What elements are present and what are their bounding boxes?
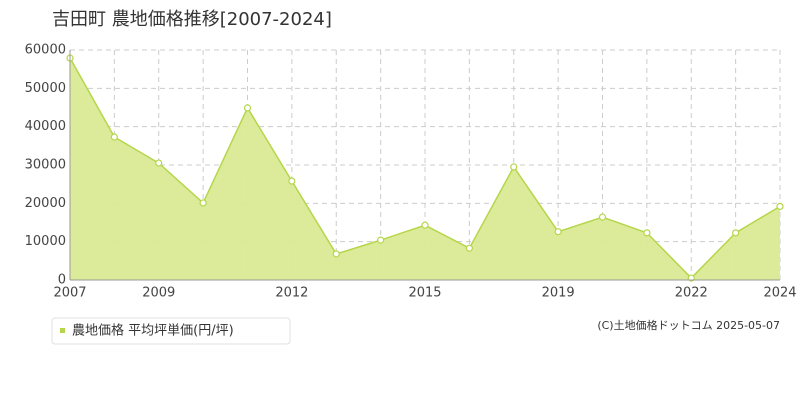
point xyxy=(465,244,473,252)
credit: (C)土地価格ドットコム 2025-05-07 xyxy=(597,318,780,332)
y-tick-label: 0 xyxy=(58,273,66,288)
point xyxy=(110,133,118,141)
y-tick-label: 20000 xyxy=(25,196,66,211)
point xyxy=(598,213,607,221)
area xyxy=(70,58,780,280)
x-tick-label: 2024 xyxy=(763,286,796,301)
point xyxy=(243,104,252,112)
legend-box xyxy=(51,317,291,345)
x-tick-label: 2019 xyxy=(542,286,575,301)
point xyxy=(776,202,784,210)
point xyxy=(510,163,518,171)
x-tick-label: 2009 xyxy=(142,286,175,301)
x-tick-label: 2015 xyxy=(408,286,441,301)
point xyxy=(732,229,740,237)
point xyxy=(377,236,385,244)
point xyxy=(288,177,296,185)
point xyxy=(155,159,163,167)
chart-title: 吉田町 農地価格推移[2007-2024] xyxy=(52,9,332,30)
legend-label: 農地価格 平均坪単価(円/坪) xyxy=(72,323,234,339)
y-tick-label: 60000 xyxy=(25,43,66,58)
point xyxy=(643,229,651,237)
y-tick-label: 30000 xyxy=(25,158,66,173)
x-tick-label: 2022 xyxy=(675,286,708,301)
y-tick-label: 10000 xyxy=(25,234,66,249)
point xyxy=(332,250,340,258)
y-tick-label: 40000 xyxy=(25,119,66,134)
legend-swatch xyxy=(60,328,65,333)
point xyxy=(421,221,429,229)
x-tick-label: 2012 xyxy=(275,286,308,301)
x-tick-label: 2007 xyxy=(53,286,86,301)
point xyxy=(199,199,207,207)
y-tick-label: 50000 xyxy=(25,81,66,96)
point xyxy=(554,228,562,236)
